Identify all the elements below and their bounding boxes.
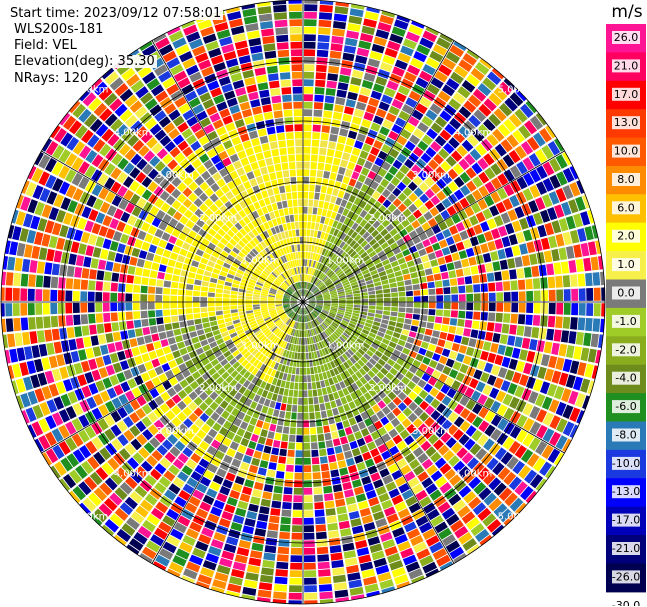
elevation-label: Elevation(deg): 35.30: [12, 54, 157, 69]
colorbar-tick-label: 1.0: [617, 258, 635, 271]
azimuth-spoke: [302, 40, 455, 303]
range-ring-label: 5.00km: [498, 85, 536, 96]
instrument-label: WLS200s-181: [12, 22, 106, 37]
colorbar-tick-bg: [612, 570, 640, 584]
colorbar-tick-label: -4.0: [615, 372, 636, 385]
azimuth-spoke: [302, 301, 565, 454]
colorbar-tick-label: -26.0: [612, 570, 640, 583]
range-ring-label: 2.00km: [199, 213, 237, 224]
colorbar-tick-label: 10.0: [614, 145, 639, 158]
range-ring-label: 4.00km: [114, 468, 152, 479]
gate-group: [5, 0, 606, 598]
range-ring-label: 3.00km: [412, 426, 450, 437]
azimuth-spoke: [302, 301, 455, 564]
colorbar-tick-bg: [612, 31, 640, 44]
colorbar-tick-bg: [612, 144, 640, 158]
range-ring-label: 4.00km: [454, 128, 492, 139]
range-ring-label: 5.00km: [498, 512, 536, 523]
start-time-label: Start time: 2023/09/12 07:58:01: [8, 6, 224, 21]
colorbar-tick-label: 2.0: [617, 230, 635, 243]
colorbar-tick-bg: [612, 173, 640, 186]
colorbar: 26.0 21.0 17.0 13.0 10.0 8.0 6.0 2.0 1.0 0.0 -1.0 -…: [606, 24, 646, 606]
azimuth-spokes: [1, 0, 605, 604]
colorbar-tick-bg: [612, 87, 640, 101]
colorbar-tick-bg: [612, 116, 640, 130]
colorbar-tick-label: 8.0: [617, 173, 635, 186]
gate-group: [22, 0, 604, 593]
colorbar-tick-label: 21.0: [614, 59, 639, 72]
range-ring-labels: 1.00km 1.00km 1.00km 1.00km 2.00km 2.00km 2.00…: [71, 85, 536, 523]
azimuth-spoke: [302, 150, 565, 303]
colorbar-tick-label: -1.0: [615, 315, 636, 328]
gate-group: [14, 4, 602, 594]
colorbar-tick-bg: [612, 598, 640, 606]
gate-group: [131, 109, 372, 467]
range-ring-label: 3.00km: [156, 426, 194, 437]
colorbar-tick-bg: [612, 314, 640, 328]
range-ring-label: 2.00km: [199, 383, 237, 394]
colorbar-tick-bg: [612, 229, 640, 243]
range-ring-label: 2.00km: [369, 383, 407, 394]
colorbar-unit: m/s: [611, 2, 643, 22]
range-ring-label: 1.00km: [326, 256, 364, 267]
colorbar-tick-bg: [612, 201, 640, 215]
range-ring-label: 4.00km: [454, 468, 492, 479]
colorbar-tick-bg: [612, 485, 640, 499]
gate-group: [5, 4, 606, 604]
range-ring-label: 4.00km: [114, 128, 152, 139]
colorbar-tick-label: 6.0: [617, 201, 635, 214]
colorbar-tick-label: -2.0: [615, 343, 636, 356]
colorbar-tick-label: -17.0: [612, 514, 640, 527]
gate-group: [171, 139, 353, 365]
nrays-label: NRays: 120: [12, 71, 91, 86]
gate-group: [20, 22, 604, 603]
colorbar-tick-bg: [612, 428, 640, 442]
colorbar-tick-label: -6.0: [615, 400, 636, 413]
gate-group: [164, 187, 406, 447]
colorbar-tick-bg: [612, 513, 640, 527]
range-ring-label: 5.00km: [71, 512, 109, 523]
range-ring-label: 3.00km: [156, 170, 194, 181]
gate-group: [2, 0, 605, 598]
colorbar-tick-label: -10.0: [612, 457, 640, 470]
colorbar-tick-bg: [612, 371, 640, 385]
colorbar-tick-label: 26.0: [614, 31, 639, 44]
azimuth-spoke: [41, 301, 304, 454]
colorbar-tick-label: -8.0: [615, 429, 636, 442]
colorbar-tick-bg: [612, 343, 640, 357]
colorbar-tick-bg: [612, 258, 640, 272]
azimuth-spoke: [151, 40, 304, 303]
gate-group: [1, 28, 599, 600]
range-ring-label: 1.00km: [326, 340, 364, 351]
gate-group: [282, 281, 324, 323]
colorbar-tick-bg: [612, 400, 640, 414]
colorbar-tick-bg: [612, 542, 640, 555]
colorbar-tick-bg: [612, 286, 640, 300]
azimuth-spoke: [41, 150, 304, 303]
range-ring-label: 2.00km: [369, 213, 407, 224]
range-ring-label: 1.00km: [242, 256, 280, 267]
radar-gates: [1, 0, 606, 605]
colorbar-tick-label: 13.0: [614, 116, 639, 129]
range-ring-label: 1.00km: [242, 340, 280, 351]
range-ring-label: 3.00km: [412, 170, 450, 181]
colorbar-tick-label: 17.0: [614, 88, 639, 101]
colorbar-tick-label: -21.0: [612, 542, 640, 555]
gate-group: [1, 11, 590, 603]
field-label: Field: VEL: [12, 38, 79, 53]
colorbar-tick-label: 0.0: [617, 287, 635, 300]
colorbar-tick-label: -30.0: [612, 599, 640, 606]
colorbar-tick-label: -13.0: [612, 485, 640, 498]
range-ring-label: 5.00km: [71, 85, 109, 96]
gate-group: [173, 167, 439, 457]
colorbar-tick-bg: [612, 456, 640, 470]
azimuth-spoke: [151, 301, 304, 564]
colorbar-tick-bg: [612, 59, 640, 73]
